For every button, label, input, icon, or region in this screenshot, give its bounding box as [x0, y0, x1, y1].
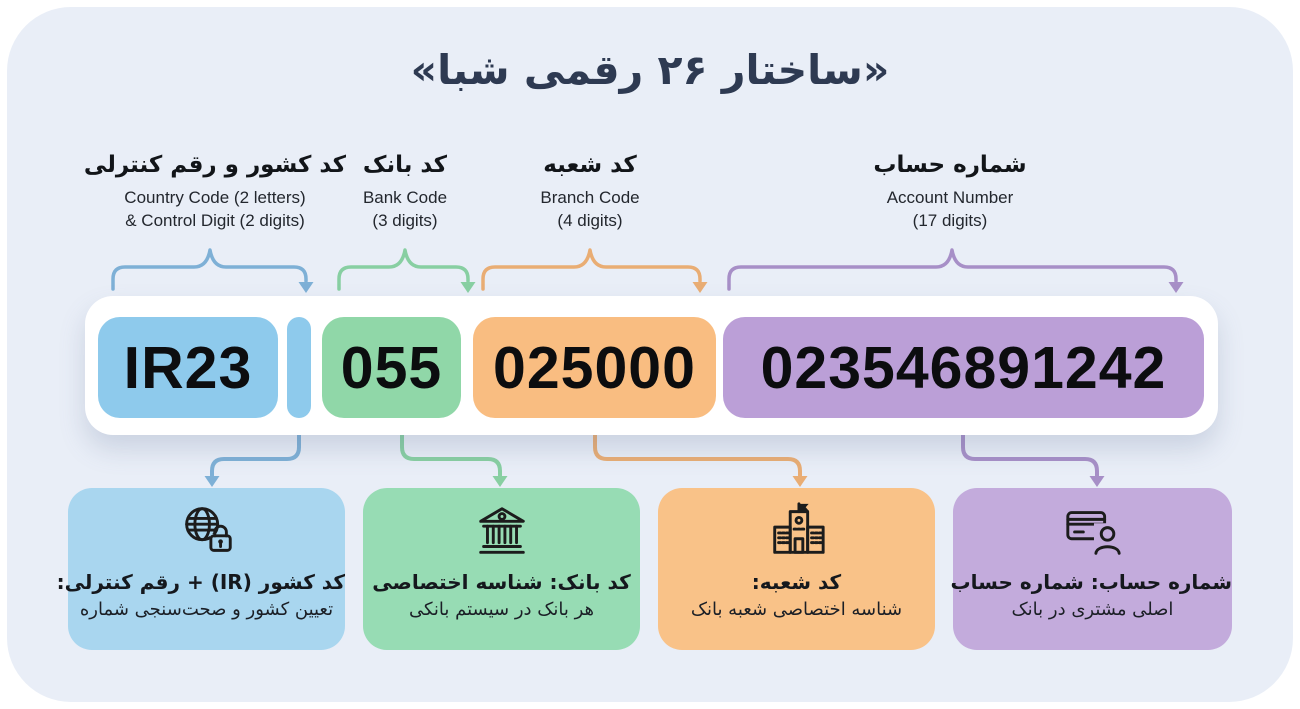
connector-blue — [210, 429, 301, 479]
column-label-country-control: کد کشور و رقم کنترلی Country Code (2 let… — [65, 150, 365, 232]
card-subtitle: تعیین کشور و صحت‌سنجی شماره — [79, 599, 334, 620]
bracket-arrow-blue — [298, 282, 314, 293]
card-branch-code: کد شعبه: شناسه اختصاصی شعبه بانک — [658, 488, 935, 650]
column-label-en: Branch Code (4 digits) — [540, 188, 640, 230]
card-country-control: کد کشور (IR) + رقم کنترلی: تعیین کشور و … — [56, 488, 345, 650]
connector-arrow-orange — [792, 476, 808, 487]
card-title: شماره حساب: شماره حساب — [950, 570, 1232, 594]
segment-branch-code: 025000 — [473, 317, 716, 418]
globe-lock-icon — [68, 500, 345, 562]
connector-purple — [961, 429, 1099, 479]
column-label-account-number: شماره حساب Account Number (17 digits) — [820, 150, 1080, 232]
card-account-number: شماره حساب: شماره حساب اصلی مشتری در بان… — [950, 488, 1232, 650]
card-subtitle: اصلی مشتری در بانک — [1011, 599, 1174, 620]
bracket-blue — [111, 248, 308, 291]
bank-icon — [363, 500, 640, 562]
card-person-icon — [953, 500, 1232, 562]
branch-building-icon — [658, 500, 935, 562]
page-title: «ساختار ۲۶ رقمی شبا» — [410, 46, 890, 94]
card-title: کد بانک: شناسه اختصاصی — [372, 570, 631, 594]
column-label-en: Country Code (2 letters) & Control Digit… — [124, 188, 306, 230]
bracket-arrow-green — [460, 282, 476, 293]
sheba-number-bar: IR23 055 025000 023546891242 — [85, 296, 1218, 435]
card-subtitle: هر بانک در سیستم بانکی — [408, 599, 595, 620]
connector-green — [400, 429, 502, 479]
column-label-en: Bank Code (3 digits) — [362, 188, 448, 230]
bracket-purple — [727, 248, 1178, 291]
connector-arrow-purple — [1089, 476, 1105, 487]
segment-bank-code: 055 — [322, 317, 461, 418]
column-label-bank-code: کد بانک Bank Code (3 digits) — [305, 150, 505, 232]
bracket-green — [337, 248, 470, 291]
segment-control-pill — [287, 317, 311, 418]
column-label-fa: شماره حساب — [873, 152, 1027, 178]
bracket-arrow-orange — [692, 282, 708, 293]
card-bank-code: کد بانک: شناسه اختصاصی هر بانک در سیستم … — [363, 488, 640, 650]
segment-account-number: 023546891242 — [723, 317, 1204, 418]
card-title: کد شعبه: — [751, 570, 842, 594]
column-label-fa: کد کشور و رقم کنترلی — [83, 152, 347, 178]
bracket-orange — [481, 248, 702, 291]
column-label-en: Account Number (17 digits) — [886, 188, 1014, 230]
connector-orange — [593, 429, 802, 479]
column-label-branch-code: کد شعبه Branch Code (4 digits) — [490, 150, 690, 232]
segment-country-control: IR23 — [98, 317, 278, 418]
bracket-arrow-purple — [1168, 282, 1184, 293]
connector-arrow-blue — [204, 476, 220, 487]
column-label-fa: کد بانک — [362, 152, 448, 178]
connector-arrow-green — [492, 476, 508, 487]
card-title: کد کشور (IR) + رقم کنترلی: — [56, 570, 345, 594]
column-label-fa: کد شعبه — [543, 152, 637, 178]
card-subtitle: شناسه اختصاصی شعبه بانک — [690, 599, 903, 620]
